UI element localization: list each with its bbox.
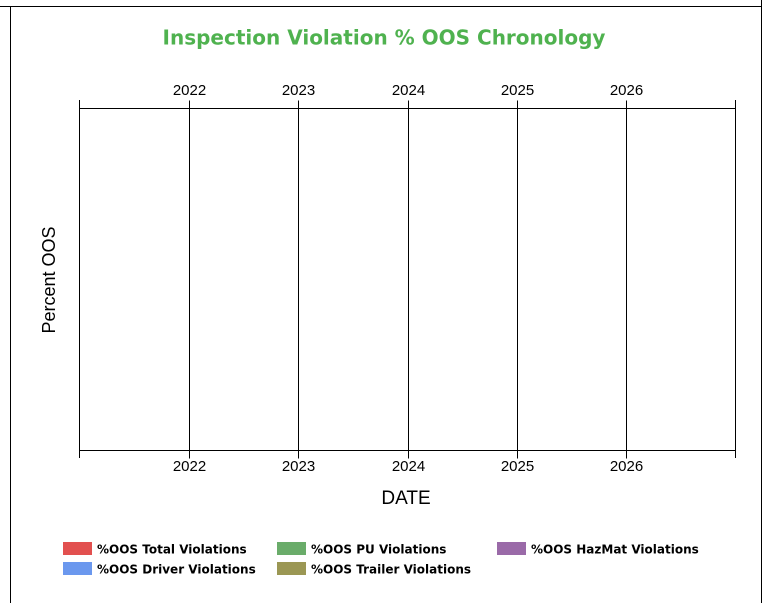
legend-swatch xyxy=(497,542,526,555)
legend-swatch xyxy=(277,562,306,575)
x-tick-label: 2023 xyxy=(282,458,315,475)
x-tick-label: 2024 xyxy=(392,82,425,99)
x-tick-label: 2022 xyxy=(173,82,206,99)
chart-title: Inspection Violation % OOS Chronology xyxy=(163,26,606,50)
legend-label: %OOS PU Violations xyxy=(311,543,446,557)
x-tick-label: 2023 xyxy=(282,82,315,99)
x-tick-label: 2025 xyxy=(501,458,534,475)
x-tick-label: 2024 xyxy=(392,458,425,475)
legend-label: %OOS HazMat Violations xyxy=(531,543,699,557)
x-tick-label: 2026 xyxy=(610,82,643,99)
legend-label: %OOS Trailer Violations xyxy=(311,563,471,577)
x-tick-label: 2026 xyxy=(610,458,643,475)
x-tick-label: 2022 xyxy=(173,458,206,475)
y-axis-label: Percent OOS xyxy=(39,226,59,333)
x-axis-label: DATE xyxy=(381,488,430,509)
legend-swatch xyxy=(63,562,92,575)
legend-label: %OOS Driver Violations xyxy=(97,563,256,577)
x-tick-label: 2025 xyxy=(501,82,534,99)
legend-label: %OOS Total Violations xyxy=(97,543,247,557)
legend-swatch xyxy=(63,542,92,555)
legend-swatch xyxy=(277,542,306,555)
plot-area xyxy=(79,108,736,451)
